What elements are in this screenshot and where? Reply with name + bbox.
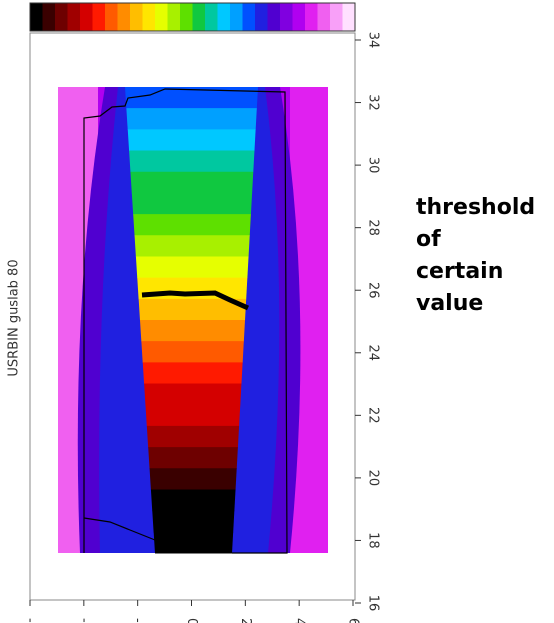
band <box>153 531 234 554</box>
y-tick-label: 18 <box>366 532 381 549</box>
colorbar-swatch <box>80 3 93 31</box>
y-tick-label: 16 <box>366 595 381 612</box>
annotation-line: of <box>416 227 441 252</box>
band <box>148 447 238 469</box>
colorbar-swatch <box>67 3 81 31</box>
colorbar-swatch <box>30 3 43 31</box>
annotation: threshold of certain value <box>416 192 535 320</box>
x-tick-label: 4 <box>292 618 307 623</box>
band <box>146 425 240 448</box>
band <box>134 235 250 257</box>
band <box>140 320 245 342</box>
colorbar-swatch <box>255 3 268 31</box>
x-tick-label: -2 <box>130 618 145 623</box>
band <box>152 510 235 533</box>
band <box>131 192 253 215</box>
x-tick-label: -6 <box>23 618 38 623</box>
y-tick-label: 30 <box>366 157 381 174</box>
colorbar-swatch <box>180 3 193 31</box>
band <box>150 489 236 512</box>
colorbar-swatch <box>230 3 243 31</box>
y-tick-label: 34 <box>366 32 381 49</box>
colorbar-swatch <box>155 3 168 31</box>
colorbar-swatch <box>192 3 206 31</box>
colorbar-swatch <box>105 3 118 31</box>
band <box>127 129 256 152</box>
colorbar-swatch <box>342 3 356 31</box>
band <box>144 383 242 406</box>
colorbar-swatch <box>117 3 131 31</box>
colorbar-swatch <box>130 3 143 31</box>
band <box>142 362 243 385</box>
annotation-line: threshold <box>416 195 536 220</box>
colorbar-swatch <box>267 3 281 31</box>
colorbar-swatch <box>167 3 181 31</box>
x-tick-label: 6 <box>346 618 361 623</box>
y-tick-label: 24 <box>366 345 381 362</box>
y-tick-label: 22 <box>366 407 381 424</box>
colorbar-swatch <box>42 3 56 31</box>
y-tick-label: 20 <box>366 470 381 487</box>
x-tick-label: 2 <box>238 618 253 623</box>
colorbar-swatch <box>217 3 231 31</box>
y-tick-label: 32 <box>366 94 381 111</box>
band <box>133 214 251 236</box>
colorbar-swatch <box>92 3 106 31</box>
band <box>126 108 257 130</box>
y-label: USRBIN guslab 80 <box>7 259 22 376</box>
annotation-line: value <box>416 291 484 316</box>
colorbar-swatch <box>205 3 218 31</box>
x-tick-label: -4 <box>76 618 91 623</box>
y-tick-label: 26 <box>366 282 381 299</box>
colorbar-swatch <box>280 3 293 31</box>
y-tick-label: 28 <box>366 219 381 236</box>
colorbar-swatch <box>242 3 256 31</box>
band <box>141 341 244 363</box>
band <box>129 150 255 173</box>
threshold-line <box>141 290 250 311</box>
band <box>138 298 247 321</box>
band <box>145 404 241 427</box>
colorbar-swatch <box>305 3 318 31</box>
colorbar-swatch <box>317 3 331 31</box>
band <box>125 87 258 109</box>
x-tick-label: 0 <box>184 618 199 623</box>
colorbar-swatch <box>142 3 156 31</box>
colorbar-swatch <box>55 3 68 31</box>
heatmap <box>58 87 328 554</box>
band <box>135 256 249 279</box>
band <box>149 468 237 490</box>
colorbar-swatch <box>330 3 343 31</box>
band <box>130 171 254 194</box>
colorbar-frame <box>29 2 356 32</box>
outline <box>83 88 288 554</box>
annotation-line: certain <box>416 259 504 284</box>
colorbar-swatch <box>292 3 306 31</box>
